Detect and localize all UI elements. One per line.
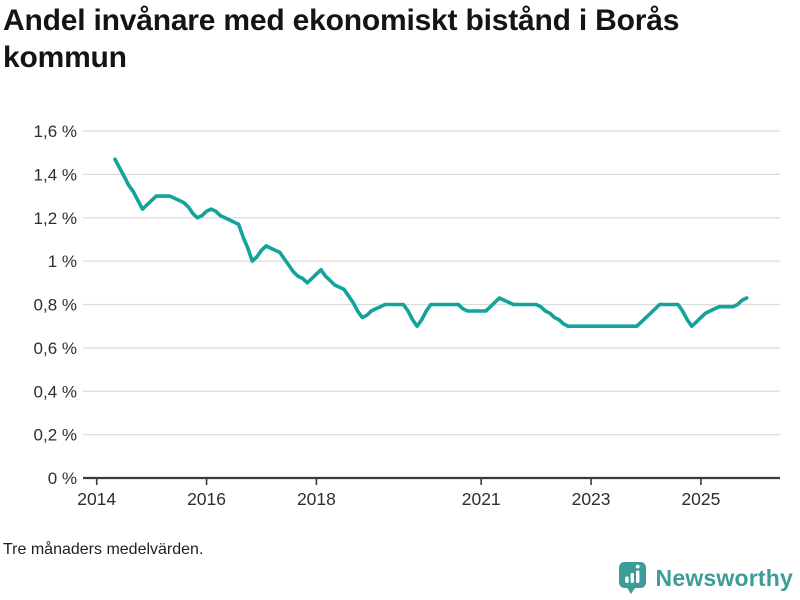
- svg-text:2016: 2016: [187, 489, 226, 509]
- svg-text:2023: 2023: [572, 489, 611, 509]
- svg-text:2014: 2014: [77, 489, 116, 509]
- svg-text:0,8 %: 0,8 %: [34, 296, 77, 315]
- line-chart-canvas: 0 % 0,2 % 0,4 % 0,6 % 0,8 % 1 % 1,2 % 1,4 % 1,6 …: [34, 122, 780, 509]
- svg-text:1 %: 1 %: [48, 252, 77, 271]
- newsworthy-logo: Newsworthy: [618, 561, 793, 595]
- line-chart: 0 % 0,2 % 0,4 % 0,6 % 0,8 % 1 % 1,2 % 1,4 % 1,6 …: [34, 122, 780, 509]
- svg-text:1,4 %: 1,4 %: [34, 165, 77, 184]
- chart-title: Andel invånare med ekonomiskt bistånd i …: [3, 4, 680, 74]
- chart-footnote: Tre månaders medelvärden.: [3, 541, 204, 558]
- svg-text:0,6 %: 0,6 %: [34, 339, 77, 358]
- svg-text:0 %: 0 %: [48, 469, 77, 488]
- bar-chart-speech-bubble-icon: [618, 562, 646, 594]
- svg-text:2025: 2025: [681, 489, 720, 509]
- svg-text:0,4 %: 0,4 %: [34, 382, 77, 401]
- svg-text:1,2 %: 1,2 %: [34, 209, 77, 228]
- svg-text:2021: 2021: [462, 489, 501, 509]
- svg-text:2018: 2018: [297, 489, 336, 509]
- newsworthy-logo-text: Newsworthy: [655, 564, 793, 591]
- svg-text:1,6 %: 1,6 %: [34, 122, 77, 141]
- svg-text:0,2 %: 0,2 %: [34, 426, 77, 445]
